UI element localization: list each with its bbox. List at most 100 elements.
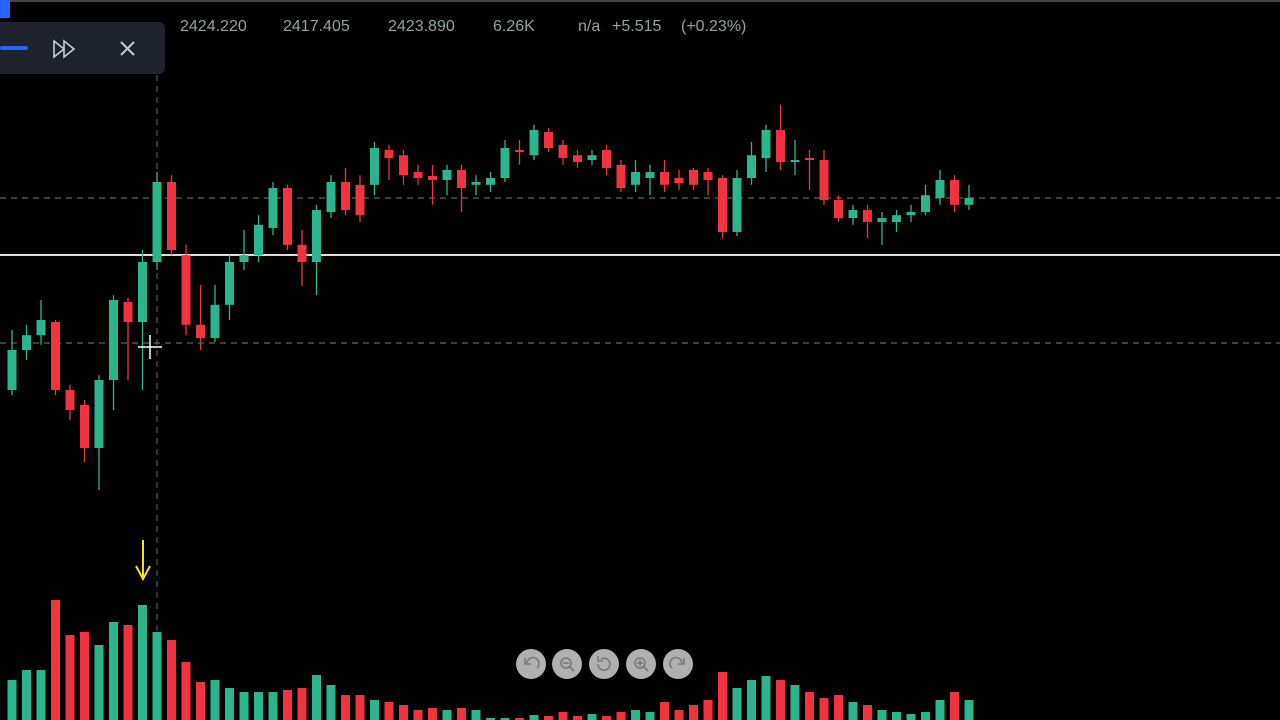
volume-bar [631,710,640,720]
volume-bar [384,702,394,720]
candle-body [674,178,684,184]
candle-body [848,210,858,218]
candle-body [500,148,510,178]
candle-body [790,160,800,162]
volume-bar [210,680,220,720]
volume-bar [964,700,974,720]
candle-body [181,255,191,325]
candle-body [109,300,118,380]
candle-body [123,302,133,322]
volume-bar [94,645,104,720]
volume-bar [747,680,756,720]
volume-bar [283,690,292,720]
volume-bar [834,695,843,720]
candle-body [819,160,829,200]
candle-body [167,182,176,250]
candle-body [863,210,872,222]
change-value: +5.515 [612,18,661,35]
candle-body [544,132,553,148]
progress [0,46,28,50]
zoom-in-button[interactable] [626,649,656,679]
volume-bar [602,716,611,720]
volume-bar [906,714,916,720]
volume-bar [515,718,524,720]
candle-body [703,172,713,180]
candle-body [326,182,336,212]
extra-value: n/a [578,18,600,35]
volume-bar [689,705,698,720]
candle-body [210,304,220,338]
candle-body [631,172,640,185]
fast-forward-button[interactable] [53,39,76,59]
candle-body [747,155,756,178]
volume-bar [819,698,829,720]
candle-body [558,144,568,158]
candle-body [892,215,901,222]
candle-body [80,404,89,448]
volume-bar [370,700,379,720]
candle-body [370,148,379,185]
candle-body [587,155,597,160]
volume-bar [761,676,771,720]
candle-body [732,178,742,232]
crosshair-cursor [138,335,162,359]
candle-body [457,170,466,188]
candle-body [761,130,771,158]
volume-bar [660,702,669,720]
zoom-out-button[interactable] [552,649,582,679]
candle-body [776,130,785,162]
volume-bar [558,712,568,720]
volume-bar [848,702,858,720]
candle-body [399,155,408,176]
candle-body [138,262,147,322]
volume-bar [239,692,249,720]
candle-body [355,184,365,216]
volume-bar [355,695,365,720]
candle-body [515,150,524,152]
volume-bar [950,692,959,720]
candle-body [283,188,292,245]
volume-bar [892,712,901,720]
candle-body [312,210,321,262]
candle-body [413,172,423,178]
candle-body [268,188,278,228]
candle-body [906,212,916,216]
candle-body [254,224,263,256]
reset-button[interactable] [589,649,619,679]
volume-bar [254,692,263,720]
candle-body [471,182,481,185]
candle-body [225,262,234,305]
close-button[interactable] [120,41,135,56]
candle-body [964,198,974,205]
candle-body [616,164,626,188]
candle-body [935,180,945,198]
candle-body [689,170,698,185]
volume-bar [181,662,191,720]
candle-body [428,176,437,180]
candle-body [7,350,17,390]
volume-bar [196,682,205,720]
candle-body [297,244,307,262]
volume-bar [703,700,713,720]
volume-bar [573,716,582,720]
replay-panel [0,22,165,74]
volume-bar [109,622,118,720]
arrow-annotation [135,540,151,582]
ohlc-value: 2423.890 [388,18,455,35]
ohlc-value: 2424.220 [180,18,247,35]
candle-body [645,172,655,178]
zoom-toolbar [516,649,693,679]
candle-body [65,390,75,410]
volume-bar [22,670,31,720]
volume-bar [80,632,89,720]
candle-body [718,178,727,232]
volume-bar [51,600,60,720]
volume-bar [805,692,814,720]
candle-body [384,150,394,158]
volume-bar [863,705,872,720]
volume-bar [225,688,234,720]
top-border [0,0,1280,2]
volume-value: 6.26K [493,18,535,35]
candle-body [152,182,162,262]
